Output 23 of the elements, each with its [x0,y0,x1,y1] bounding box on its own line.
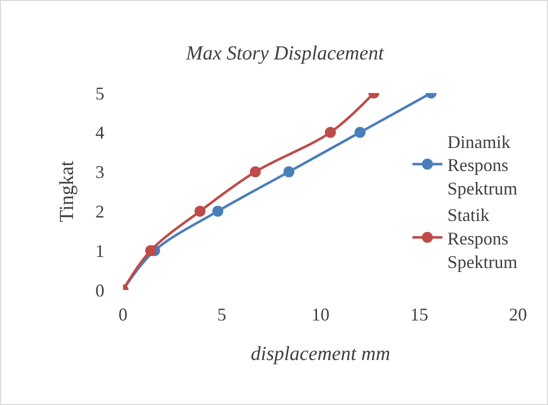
y-tick-label: 5 [95,83,104,104]
y-tick-label: 1 [95,240,104,261]
point [212,206,224,217]
x-tick-label: 5 [217,304,226,325]
x-tick-label: 0 [118,304,128,325]
point [250,166,261,178]
legend-label: Dinamik Respons Spektrum [447,132,518,199]
y-tick-label: 4 [95,122,104,143]
point [324,126,336,138]
point [283,166,294,178]
y-tick-label: 3 [95,162,104,182]
y-tick-label: 0 [95,280,104,300]
x-axis-title: displacement mm [250,343,390,365]
legend-label: Statik Respons Spektrum [447,204,518,272]
chart-title: Max Story Displacement [185,42,384,64]
x-tick-label: 10 [312,304,330,325]
y-axis-title: Tingkat [56,160,78,222]
x-tick-label: 15 [410,304,428,325]
point [354,126,366,138]
x-tick-label: 20 [509,304,527,325]
y-tick-label: 2 [95,202,104,222]
point [145,245,156,256]
point [194,206,206,217]
